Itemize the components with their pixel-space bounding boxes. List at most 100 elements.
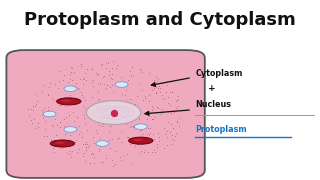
Point bbox=[106, 61, 111, 64]
Point bbox=[156, 87, 161, 89]
Point bbox=[63, 87, 68, 90]
Point bbox=[104, 83, 109, 86]
Point bbox=[68, 86, 73, 88]
Point bbox=[109, 72, 114, 75]
Ellipse shape bbox=[50, 140, 75, 147]
Point bbox=[51, 150, 56, 153]
Point bbox=[67, 150, 72, 153]
Point bbox=[26, 115, 31, 118]
Point bbox=[128, 98, 133, 101]
Point bbox=[80, 96, 85, 99]
Point bbox=[162, 147, 167, 150]
Point bbox=[90, 84, 95, 87]
Point bbox=[110, 164, 116, 167]
Point bbox=[83, 98, 88, 101]
Point bbox=[119, 93, 124, 96]
Point bbox=[97, 144, 102, 147]
Point bbox=[155, 107, 160, 110]
Point bbox=[128, 125, 133, 128]
Point bbox=[57, 141, 62, 144]
Point bbox=[114, 102, 119, 105]
Point bbox=[91, 141, 96, 144]
Point bbox=[78, 131, 84, 134]
Point bbox=[144, 112, 149, 115]
Point bbox=[146, 134, 151, 137]
Point bbox=[68, 93, 73, 96]
Point bbox=[70, 67, 75, 70]
Point bbox=[159, 107, 164, 110]
Point bbox=[107, 100, 112, 102]
Point bbox=[44, 135, 49, 138]
Point bbox=[69, 150, 74, 153]
Ellipse shape bbox=[57, 98, 81, 105]
Point bbox=[34, 103, 39, 106]
Point bbox=[58, 121, 63, 124]
Point bbox=[111, 90, 116, 93]
Point bbox=[57, 126, 62, 129]
Point bbox=[83, 141, 88, 144]
Point bbox=[91, 152, 96, 155]
Ellipse shape bbox=[133, 139, 143, 141]
Point bbox=[62, 105, 68, 107]
Point bbox=[51, 124, 56, 127]
Point bbox=[39, 109, 44, 112]
Point bbox=[143, 148, 148, 151]
Point bbox=[62, 132, 68, 135]
Point bbox=[46, 86, 51, 89]
Circle shape bbox=[64, 86, 77, 92]
Point bbox=[94, 131, 100, 134]
Point bbox=[50, 123, 55, 126]
Point bbox=[168, 111, 173, 114]
Point bbox=[174, 98, 180, 101]
Point bbox=[84, 128, 90, 131]
Point bbox=[149, 151, 155, 154]
Point bbox=[124, 135, 129, 138]
Point bbox=[61, 73, 67, 76]
Point bbox=[129, 125, 134, 128]
Point bbox=[126, 135, 131, 138]
Point bbox=[156, 139, 162, 142]
Point bbox=[73, 139, 78, 142]
Point bbox=[107, 125, 112, 128]
Point bbox=[140, 98, 145, 101]
Point bbox=[100, 110, 105, 113]
Point bbox=[87, 115, 92, 118]
Point bbox=[42, 119, 47, 122]
Point bbox=[83, 146, 88, 148]
Point bbox=[84, 142, 89, 145]
Point bbox=[62, 86, 67, 89]
Point bbox=[90, 68, 95, 70]
Point bbox=[92, 155, 97, 158]
Point bbox=[109, 158, 115, 161]
Point bbox=[153, 150, 158, 153]
Point bbox=[83, 148, 88, 151]
Point bbox=[74, 85, 79, 88]
Point bbox=[94, 71, 99, 74]
Point bbox=[71, 120, 76, 123]
Point bbox=[150, 88, 155, 91]
Point bbox=[159, 94, 164, 97]
Point bbox=[57, 69, 62, 72]
Point bbox=[170, 91, 175, 94]
Point bbox=[123, 122, 128, 125]
Point bbox=[97, 137, 102, 140]
Point bbox=[83, 159, 88, 162]
Point bbox=[141, 141, 146, 144]
Point bbox=[98, 160, 103, 163]
Point bbox=[117, 80, 122, 83]
Point bbox=[83, 106, 88, 109]
Circle shape bbox=[64, 127, 77, 132]
Point bbox=[164, 91, 169, 94]
Point bbox=[119, 101, 124, 104]
Text: Protoplasm: Protoplasm bbox=[195, 125, 247, 134]
Point bbox=[103, 156, 108, 159]
Point bbox=[87, 144, 92, 147]
Point bbox=[162, 133, 167, 136]
Point bbox=[73, 141, 78, 144]
Point bbox=[126, 79, 131, 82]
Point bbox=[107, 74, 112, 76]
Point bbox=[70, 111, 75, 113]
Point bbox=[62, 117, 67, 120]
Point bbox=[101, 143, 107, 145]
Point bbox=[80, 77, 85, 80]
